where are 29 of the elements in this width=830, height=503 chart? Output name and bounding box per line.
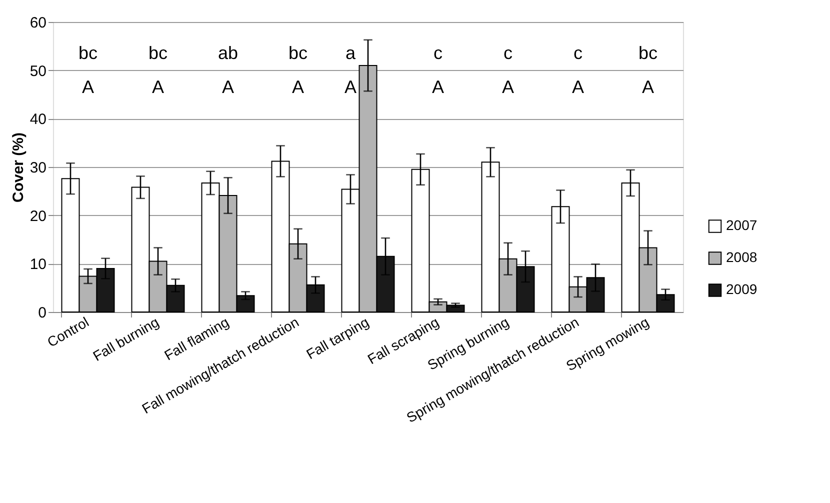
y-tick-label: 10 <box>30 256 46 274</box>
legend-label: 2008 <box>726 249 758 266</box>
legend-label: 2009 <box>726 281 758 298</box>
annotation: A <box>642 77 654 97</box>
annotation: bc <box>288 43 308 63</box>
y-tick-label: 50 <box>30 62 46 80</box>
annotation: A <box>82 77 94 97</box>
y-tick-label: 20 <box>30 208 46 225</box>
y-axis-title: Cover (%) <box>10 132 27 203</box>
y-tick-label: 0 <box>38 304 46 322</box>
annotation: bc <box>148 43 168 63</box>
y-tick-label: 30 <box>30 160 46 176</box>
annotation: A <box>344 77 357 97</box>
annotation: A <box>152 77 164 97</box>
annotation: A <box>432 77 444 97</box>
annotation: a <box>345 43 356 63</box>
annotation: A <box>572 77 584 97</box>
annotation: c <box>504 43 512 63</box>
annotation: bc <box>638 43 658 63</box>
annotation: c <box>434 43 442 63</box>
annotation: A <box>292 77 304 97</box>
annotation: A <box>502 77 514 97</box>
annotation: c <box>574 43 582 63</box>
annotation: ab <box>218 43 238 63</box>
annotation: A <box>222 77 234 97</box>
y-tick-label: 40 <box>30 111 46 128</box>
annotation: bc <box>78 43 98 63</box>
y-tick-label: 60 <box>30 14 46 32</box>
legend-label: 2007 <box>726 217 758 234</box>
